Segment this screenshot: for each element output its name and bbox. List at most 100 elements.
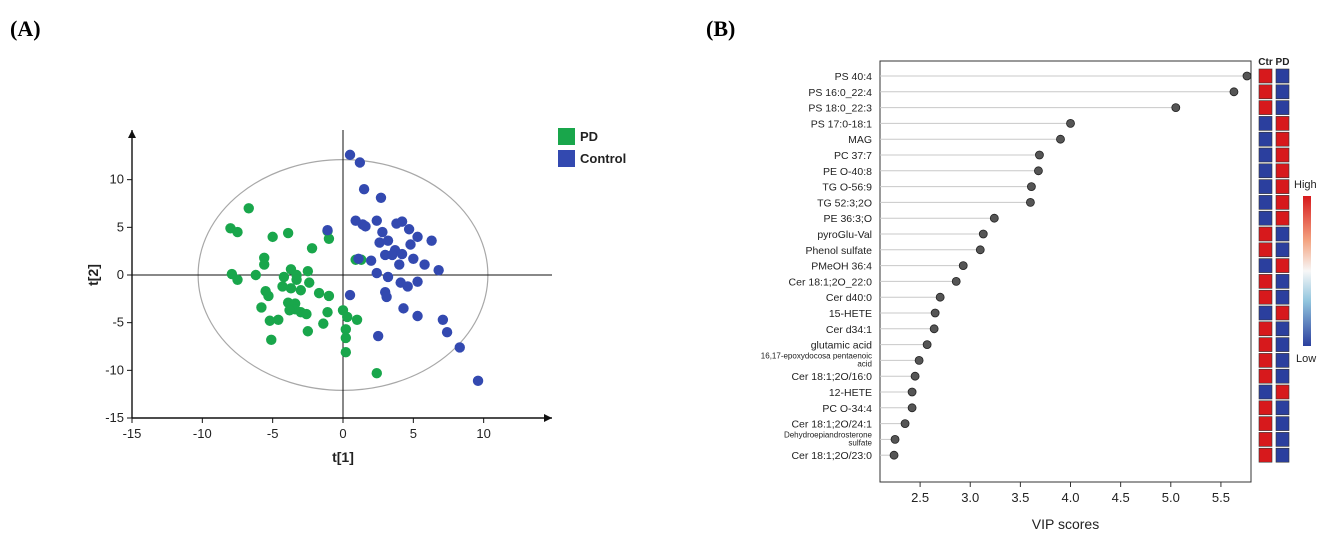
heatmap-cell-pd	[1275, 447, 1290, 463]
legend-swatch	[558, 150, 575, 167]
control-point	[387, 249, 398, 261]
heatmap-cell-ctr	[1258, 210, 1273, 226]
control-point	[433, 265, 444, 276]
pd-point	[371, 367, 382, 379]
pd-point	[259, 259, 270, 270]
pca-score-plot: -15 -10 -5 0 5 10 -15 -10 -5 0 5 10 t[1] t[2] PD Contro…	[85, 128, 626, 465]
pd-point	[306, 243, 318, 254]
feature-label: PC O-34:4	[822, 403, 872, 415]
heatmap-cell-pd	[1275, 163, 1290, 179]
pd-point	[256, 302, 267, 313]
control-point	[374, 237, 385, 248]
vip-x-tick-label: 2.5	[911, 490, 929, 505]
heatmap-cell-pd	[1275, 274, 1290, 289]
vip-point	[907, 403, 917, 413]
heatmap-cell-pd	[1275, 305, 1290, 321]
heatmap-cell-ctr	[1258, 195, 1273, 210]
control-point	[402, 281, 413, 292]
heatmap-cell-pd	[1275, 116, 1290, 131]
x-tick-label: -10	[193, 426, 212, 441]
x-tick-label: -15	[123, 426, 142, 441]
heatmap-cell-pd	[1275, 226, 1290, 242]
heatmap-header-ctr: Ctr	[1258, 57, 1273, 68]
vip-point	[1056, 134, 1065, 144]
colorbar-low-label: Low	[1296, 353, 1316, 365]
control-point	[398, 303, 409, 314]
vip-point	[900, 419, 910, 429]
x-tick-label: -5	[267, 426, 279, 441]
pd-point	[295, 285, 306, 296]
control-point	[377, 226, 388, 238]
vip-point	[1027, 182, 1036, 192]
control-point	[419, 259, 430, 270]
vip-point	[889, 450, 899, 460]
y-axis-arrow	[128, 130, 136, 138]
control-point	[365, 255, 377, 266]
legend-label: Control	[580, 151, 626, 166]
pd-point	[302, 265, 314, 277]
x-tick-label: 0	[339, 426, 346, 441]
pd-point	[285, 283, 297, 294]
heatmap-cell-pd	[1275, 68, 1290, 84]
heatmap-cell-pd	[1275, 289, 1290, 305]
control-point	[403, 224, 415, 235]
vip-point	[989, 213, 999, 223]
control-point	[426, 235, 437, 246]
control-point	[412, 231, 423, 243]
heatmap-cell-ctr	[1258, 179, 1273, 194]
vip-point	[914, 355, 924, 365]
heatmap-cell-ctr	[1258, 337, 1273, 352]
pd-point	[278, 271, 290, 283]
heatmap-cell-pd	[1275, 368, 1290, 384]
feature-label: Cer d40:0	[826, 292, 872, 304]
vip-x-tick-label: 4.0	[1061, 490, 1079, 505]
heatmap-cell-ctr	[1258, 353, 1273, 368]
heatmap-cell-ctr	[1258, 242, 1273, 258]
feature-label: Cer d34:1	[826, 324, 872, 336]
feature-label: TG 52:3;2O	[817, 197, 872, 209]
legend-label: PD	[580, 129, 598, 144]
vip-point	[922, 340, 932, 350]
pd-point	[273, 314, 284, 326]
control-point	[372, 330, 384, 342]
pd-point	[277, 281, 288, 292]
heatmap-cell-ctr	[1258, 305, 1273, 321]
feature-label: PC 37:7	[834, 150, 872, 162]
heatmap-cell-ctr	[1258, 68, 1273, 84]
pd-point	[243, 203, 254, 214]
pd-point	[232, 226, 243, 238]
pd-point	[301, 308, 312, 320]
vip-point	[1035, 150, 1044, 160]
heatmap-cell-ctr	[1258, 400, 1273, 416]
control-point	[360, 221, 371, 232]
colorbar	[1303, 196, 1311, 346]
heatmap-cell-ctr	[1258, 131, 1273, 147]
control-point	[371, 215, 382, 226]
pd-point	[302, 326, 314, 337]
heatmap-cell-pd	[1275, 258, 1290, 273]
control-point	[405, 239, 416, 250]
control-point	[382, 235, 394, 246]
x-tick-label: 5	[410, 426, 417, 441]
pd-point	[318, 318, 329, 329]
heatmap-cell-ctr	[1258, 84, 1273, 100]
vip-x-tick-label: 3.5	[1011, 490, 1029, 505]
control-point	[375, 192, 387, 203]
vip-score-plot: 2.5 3.0 3.5 4.0 4.5 5.0 5.5 VIP scores PS 40:4 PS…	[761, 57, 1317, 532]
control-point	[358, 184, 370, 195]
feature-label: PS 16:0_22:4	[808, 87, 872, 99]
heatmap-cell-pd	[1275, 337, 1290, 352]
y-tick-label: 0	[117, 267, 124, 282]
heatmap-cell-pd	[1275, 416, 1290, 431]
pd-point	[342, 311, 353, 323]
feature-label: pyroGlu-Val	[817, 229, 872, 241]
vip-point	[1034, 166, 1043, 176]
vip-x-tick-label: 5.5	[1212, 490, 1230, 505]
control-point	[454, 342, 465, 353]
y-tick-label: 5	[117, 219, 124, 234]
control-point	[371, 267, 382, 279]
pd-point	[284, 305, 295, 316]
vip-point	[1026, 197, 1035, 207]
pd-point	[264, 315, 276, 326]
feature-label: Cer 18:1;2O/16:0	[791, 371, 872, 383]
